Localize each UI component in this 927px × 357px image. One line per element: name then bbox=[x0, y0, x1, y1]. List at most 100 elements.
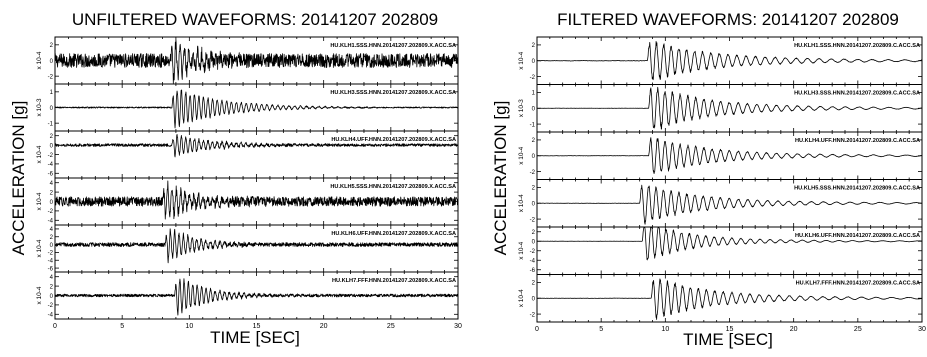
channel-label: HU.KLH6.UFF.HNN.20141207.202809.C.ACC.SA bbox=[795, 233, 920, 239]
scale-exponent-label: x 10-4 bbox=[36, 286, 43, 304]
y-tick-label: -2 bbox=[48, 251, 54, 257]
waveform-line bbox=[54, 38, 459, 84]
trace-panel: 1 0 -1 x 10-3 HU.KLH3.SSS.HNN.20141207.20280… bbox=[36, 83, 459, 132]
y-tick-label: 2 bbox=[532, 138, 536, 144]
y-tick-label: -2 bbox=[530, 312, 536, 318]
channel-label: HU.KLH4.UFF.HNN.20141207.202809.C.ACC.SA bbox=[795, 138, 920, 144]
y-tick-label: -4 bbox=[530, 259, 536, 265]
y-tick-label: -2 bbox=[48, 74, 54, 80]
channel-label: HU.KLH7.FFF.HNN.20141207.202809.X.ACC.SA bbox=[332, 278, 456, 284]
y-tick-label: 2 bbox=[50, 235, 54, 241]
scale-exponent-label: x 10-4 bbox=[518, 194, 525, 212]
y-tick-label: 2 bbox=[50, 43, 54, 49]
y-tick-label: 0 bbox=[50, 143, 54, 149]
y-tick-label: 1 bbox=[50, 90, 54, 96]
y-axis-label: ACCELERATION [g] bbox=[491, 101, 510, 256]
y-tick-label: -4 bbox=[48, 313, 54, 319]
waveform-line bbox=[536, 40, 923, 81]
channel-label: HU.KLH4.UFF.HNN.20141207.202809.X.ACC.SA bbox=[331, 137, 456, 143]
trace-panel: 2 0 -2 x 10-4 HU.KLH5.SSS.HNN.20141207.20280… bbox=[518, 179, 923, 228]
scale-exponent-label: x 10-3 bbox=[36, 98, 43, 116]
trace-panel: 2 0 -2 x 10-4 HU.KLH1.SSS.HNN.20141207.20280… bbox=[518, 36, 923, 85]
y-tick-label: 2 bbox=[532, 43, 536, 49]
channel-label: HU.KLH1.SSS.HNN.20141207.202809.X.ACC.SA bbox=[330, 43, 456, 49]
y-tick-label: 0 bbox=[50, 200, 54, 206]
scale-exponent-label: x 10-4 bbox=[518, 241, 525, 259]
y-tick-label: -6 bbox=[48, 172, 54, 178]
x-tick-label: 20 bbox=[320, 323, 328, 330]
y-tick-label: 1 bbox=[532, 91, 536, 97]
scale-exponent-label: x 10-4 bbox=[518, 146, 525, 164]
x-tick-label: 15 bbox=[253, 323, 261, 330]
chart-title: FILTERED WAVEFORMS: 20141207 202809 bbox=[557, 10, 899, 29]
x-tick-label: 30 bbox=[918, 326, 926, 333]
trace-panel: 1 0 -1 x 10-3 HU.KLH3.SSS.HNN.20141207.20280… bbox=[518, 84, 923, 133]
x-tick-label: 25 bbox=[854, 326, 862, 333]
y-tick-label: 4 bbox=[50, 227, 54, 233]
trace-panel: 2 0 -2 -4 -6 x 10-4 HU.KLH4.UFF.HNN.20141207.2… bbox=[36, 130, 459, 179]
waveform-line bbox=[536, 184, 923, 225]
y-tick-label: -4 bbox=[48, 219, 54, 225]
y-tick-label: 4 bbox=[50, 181, 54, 187]
x-tick-label: 5 bbox=[120, 323, 124, 330]
chart-title: UNFILTERED WAVEFORMS: 20141207 202809 bbox=[72, 10, 438, 29]
trace-panel: 2 0 -2 x 10-4 HU.KLH7.FFF.HNN.20141207.20280… bbox=[518, 274, 923, 323]
y-tick-label: -2 bbox=[530, 249, 536, 255]
x-axis-label: TIME [SEC] bbox=[210, 328, 300, 347]
y-tick-label: 0 bbox=[50, 59, 54, 65]
waveform-line bbox=[54, 278, 459, 316]
y-tick-label: 2 bbox=[50, 284, 54, 290]
waveform-line bbox=[536, 137, 923, 174]
channel-label: HU.KLH5.SSS.HNN.20141207.202809.X.ACC.SA bbox=[330, 184, 456, 190]
y-tick-label: 0 bbox=[532, 202, 536, 208]
waveform-line bbox=[536, 278, 923, 320]
channel-label: HU.KLH6.UFF.HNN.20141207.202809.X.ACC.SA bbox=[331, 231, 456, 237]
waveform-line bbox=[54, 228, 459, 264]
scale-exponent-label: x 10-4 bbox=[36, 192, 43, 210]
channel-label: HU.KLH7.FFF.HNN.20141207.202809.C.ACC.SA bbox=[796, 281, 920, 287]
y-tick-label: 0 bbox=[532, 107, 536, 113]
trace-panel: 4 2 0 -2 -4 x 10-4 HU.KLH5.SSS.HNN.20141207.20… bbox=[36, 177, 459, 226]
y-tick-label: 0 bbox=[50, 294, 54, 300]
y-tick-label: 0 bbox=[532, 154, 536, 160]
waveform-line bbox=[536, 227, 923, 261]
channel-label: HU.KLH3.SSS.HNN.20141207.202809.X.ACC.SA bbox=[330, 90, 456, 96]
y-tick-label: 2 bbox=[532, 230, 536, 236]
trace-panel: 4 2 0 -2 -4-6 x 10-4 HU.KLH6.UFF.HNN.20141207.… bbox=[36, 224, 459, 273]
waveform-line bbox=[54, 89, 459, 129]
x-axis-label: TIME [SEC] bbox=[683, 330, 773, 349]
x-tick-label: 5 bbox=[599, 326, 603, 333]
y-tick-label: -6 bbox=[530, 268, 536, 274]
channel-label: HU.KLH3.SSS.HNN.20141207.202809.C.ACC.SA bbox=[794, 91, 920, 97]
y-axis-label: ACCELERATION [g] bbox=[9, 101, 28, 256]
y-tick-label: -4 bbox=[48, 162, 54, 168]
trace-panel: 2 0 -2 -4 -6 x 10-4 HU.KLH6.UFF.HNN.20141207.2… bbox=[518, 226, 923, 275]
y-tick-label: 0 bbox=[50, 243, 54, 249]
waveform-line bbox=[54, 180, 459, 220]
scale-exponent-label: x 10-4 bbox=[36, 239, 43, 257]
y-tick-label: 2 bbox=[50, 190, 54, 196]
scale-exponent-label: x 10-4 bbox=[518, 289, 525, 307]
y-tick-label: -2 bbox=[48, 153, 54, 159]
channel-label: HU.KLH5.SSS.HNN.20141207.202809.C.ACC.SA bbox=[794, 186, 920, 192]
x-tick-label: 0 bbox=[535, 326, 539, 333]
trace-panel: 2 0 -2 x 10-4 HU.KLH1.SSS.HNN.20141207.20280… bbox=[36, 36, 459, 85]
y-tick-label: -2 bbox=[530, 75, 536, 81]
filtered-panel: FILTERED WAVEFORMS: 20141207 202809 ACCEL… bbox=[491, 10, 926, 349]
channel-label: HU.KLH1.SSS.HNN.20141207.202809.C.ACC.SA bbox=[794, 43, 920, 49]
x-tick-label: 0 bbox=[53, 323, 57, 330]
scale-exponent-label: x 10-4 bbox=[36, 145, 43, 163]
scale-exponent-label: x 10-4 bbox=[518, 51, 525, 69]
y-tick-label: 0 bbox=[532, 240, 536, 246]
y-tick-label: 0 bbox=[532, 297, 536, 303]
y-tick-label: -1 bbox=[48, 121, 54, 127]
y-tick-label: 4 bbox=[50, 275, 54, 281]
y-tick-label: -1 bbox=[530, 122, 536, 128]
y-tick-label: 2 bbox=[50, 134, 54, 140]
x-tick-label: 20 bbox=[790, 326, 798, 333]
y-tick-label: 2 bbox=[532, 281, 536, 287]
x-tick-label: 10 bbox=[185, 323, 193, 330]
trace-panel: 4 2 0 -2 -4 x 10-4 HU.KLH7.FFF.HNN.20141207.20… bbox=[36, 271, 459, 320]
x-tick-label: 30 bbox=[454, 323, 462, 330]
